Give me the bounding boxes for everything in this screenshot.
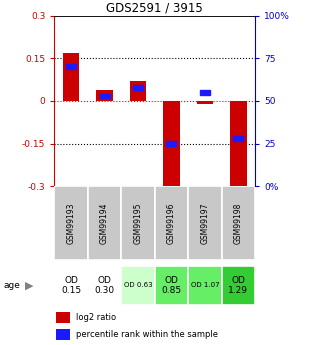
Text: ▶: ▶ bbox=[25, 280, 34, 290]
Bar bbox=[54, 266, 88, 305]
Bar bbox=[100, 93, 109, 98]
Bar bbox=[56, 329, 71, 340]
Bar bbox=[188, 186, 222, 260]
Bar bbox=[88, 266, 121, 305]
Bar bbox=[166, 141, 176, 146]
Bar bbox=[121, 186, 155, 260]
Bar bbox=[188, 266, 222, 305]
Bar bbox=[155, 266, 188, 305]
Bar bbox=[121, 266, 155, 305]
Bar bbox=[56, 312, 71, 323]
Bar bbox=[222, 266, 255, 305]
Text: GSM99194: GSM99194 bbox=[100, 203, 109, 244]
Bar bbox=[66, 65, 76, 69]
Bar bbox=[130, 81, 146, 101]
Bar bbox=[197, 101, 213, 104]
Text: GSM99193: GSM99193 bbox=[67, 203, 76, 244]
Text: age: age bbox=[3, 281, 20, 290]
Bar bbox=[222, 186, 255, 260]
Text: GSM99197: GSM99197 bbox=[200, 203, 209, 244]
Bar bbox=[133, 85, 143, 89]
Bar bbox=[88, 186, 121, 260]
Text: OD
0.85: OD 0.85 bbox=[161, 276, 182, 295]
Text: GSM99195: GSM99195 bbox=[133, 203, 142, 244]
Bar bbox=[63, 52, 80, 101]
Text: OD
0.30: OD 0.30 bbox=[95, 276, 115, 295]
Title: GDS2591 / 3915: GDS2591 / 3915 bbox=[106, 1, 203, 14]
Bar bbox=[233, 136, 243, 141]
Bar bbox=[155, 186, 188, 260]
Bar bbox=[230, 101, 247, 190]
Bar bbox=[96, 89, 113, 101]
Text: percentile rank within the sample: percentile rank within the sample bbox=[77, 330, 219, 339]
Text: GSM99198: GSM99198 bbox=[234, 203, 243, 244]
Bar bbox=[163, 101, 180, 188]
Text: OD
0.15: OD 0.15 bbox=[61, 276, 81, 295]
Text: OD
1.29: OD 1.29 bbox=[228, 276, 248, 295]
Text: OD 1.07: OD 1.07 bbox=[191, 283, 219, 288]
Text: log2 ratio: log2 ratio bbox=[77, 313, 117, 322]
Bar bbox=[54, 186, 88, 260]
Bar bbox=[200, 90, 210, 95]
Text: OD 0.63: OD 0.63 bbox=[124, 283, 152, 288]
Text: GSM99196: GSM99196 bbox=[167, 203, 176, 244]
